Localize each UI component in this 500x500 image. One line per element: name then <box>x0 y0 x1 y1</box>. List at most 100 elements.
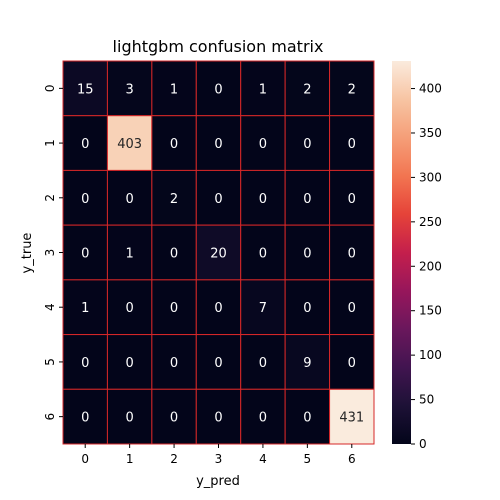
cell-value-label: 0 <box>348 247 356 262</box>
heatmap-cell <box>106 169 153 226</box>
heatmap-cell <box>329 224 375 281</box>
heatmap-cell <box>240 115 286 171</box>
cell-value-label: 0 <box>303 247 311 262</box>
heatmap-cell <box>240 169 286 226</box>
colorbar-tick-label: 0 <box>419 437 427 451</box>
heatmap-cell <box>151 60 197 117</box>
cell-value-label: 0 <box>81 192 89 207</box>
cell-value-label: 0 <box>214 356 222 371</box>
cell-value-label: 0 <box>170 137 178 152</box>
y-tick-label: 4 <box>43 303 57 311</box>
heatmap-cell <box>151 115 197 171</box>
cell-value-label: 0 <box>81 356 89 371</box>
cell-value-label: 1 <box>259 82 267 97</box>
cell-value-label: 0 <box>348 137 356 152</box>
heatmap-cell <box>329 334 375 390</box>
x-tick-label: 4 <box>259 452 267 466</box>
y-tick-label: 1 <box>43 139 57 147</box>
cell-value-label: 0 <box>81 137 89 152</box>
heatmap-cell <box>106 224 153 281</box>
heatmap-cell <box>284 169 331 226</box>
cell-value-label: 0 <box>259 192 267 207</box>
cell-value-label: 0 <box>348 356 356 371</box>
heatmap-cell <box>240 388 286 445</box>
heatmap-cell <box>62 279 108 336</box>
heatmap-cell <box>62 224 108 281</box>
colorbar-tick-label: 250 <box>419 215 442 229</box>
x-tick-label: 2 <box>170 452 178 466</box>
cell-value-label: 0 <box>170 356 178 371</box>
cell-value-label: 0 <box>303 192 311 207</box>
y-tick-label: 2 <box>43 194 57 202</box>
heatmap-cell <box>151 388 197 445</box>
cell-value-label: 0 <box>348 301 356 316</box>
cell-value-label: 0 <box>126 356 134 371</box>
cell-value-label: 0 <box>348 192 356 207</box>
cell-value-label: 0 <box>214 82 222 97</box>
y-tick-label: 3 <box>43 249 57 257</box>
heatmap-grid: 15 3 1 0 1 2 20 403 0 0 0 0 00 0 2 0 0 0 00 1 0 20 0 0 01 0 0 0 7 0 00… <box>62 60 375 445</box>
cell-value-label: 0 <box>303 137 311 152</box>
cell-value-label: 0 <box>214 301 222 316</box>
cell-value-label: 0 <box>214 137 222 152</box>
cell-value-label: 0 <box>81 411 89 426</box>
cell-value-label: 1 <box>170 82 178 97</box>
heatmap-cell <box>240 334 286 390</box>
heatmap-cell <box>195 334 242 390</box>
heatmap-cell <box>106 334 153 390</box>
x-tick-label: 6 <box>348 452 356 466</box>
cell-value-label: 0 <box>259 247 267 262</box>
cell-value-label: 0 <box>170 301 178 316</box>
cell-value-label: 2 <box>170 192 178 207</box>
cell-value-label: 431 <box>339 411 364 426</box>
x-tick-label: 1 <box>126 452 134 466</box>
colorbar-tick-label: 400 <box>419 82 442 96</box>
colorbar-tick-label: 100 <box>419 348 442 362</box>
y-tick-label: 5 <box>43 358 57 366</box>
cell-value-label: 1 <box>126 247 134 262</box>
heatmap-cell <box>151 279 197 336</box>
cell-value-label: 2 <box>348 82 356 97</box>
cell-value-label: 0 <box>303 301 311 316</box>
cell-value-label: 1 <box>81 301 89 316</box>
cell-value-label: 0 <box>259 411 267 426</box>
cell-value-label: 0 <box>81 247 89 262</box>
cell-value-label: 7 <box>259 301 267 316</box>
y-tick-label: 6 <box>43 413 57 421</box>
cell-value-label: 0 <box>126 192 134 207</box>
cell-value-label: 0 <box>214 411 222 426</box>
heatmap-cell <box>329 115 375 171</box>
cell-value-label: 9 <box>303 356 311 371</box>
colorbar: 0 50 100 150 200 250 300 350 400 <box>392 61 442 451</box>
cell-value-label: 403 <box>117 137 142 152</box>
heatmap-cell <box>195 388 242 445</box>
cell-value-label: 0 <box>170 411 178 426</box>
y-axis-ticks: 0 1 2 3 4 5 6 <box>43 85 63 421</box>
colorbar-tick-label: 150 <box>419 304 442 318</box>
x-tick-label: 3 <box>215 452 223 466</box>
cell-value-label: 20 <box>210 247 227 262</box>
heatmap-cell <box>284 224 331 281</box>
x-axis-ticks: 0 1 2 3 4 5 6 <box>81 444 356 466</box>
heatmap-cell <box>106 60 153 117</box>
colorbar-tick-label: 200 <box>419 259 442 273</box>
cell-value-label: 0 <box>126 411 134 426</box>
cell-value-label: 0 <box>170 247 178 262</box>
cell-value-label: 0 <box>259 137 267 152</box>
cell-value-label: 15 <box>77 82 94 97</box>
colorbar-gradient <box>392 61 411 444</box>
heatmap-cell <box>284 60 331 117</box>
cell-value-label: 0 <box>259 356 267 371</box>
colorbar-tick-label: 50 <box>419 393 434 407</box>
x-axis-label: y_pred <box>196 474 240 489</box>
cell-value-label: 3 <box>126 82 134 97</box>
y-tick-label: 0 <box>43 85 57 93</box>
heatmap-cell <box>62 388 108 445</box>
x-tick-label: 5 <box>304 452 312 466</box>
cell-value-label: 0 <box>126 301 134 316</box>
x-tick-label: 0 <box>81 452 89 466</box>
heatmap-cell <box>151 169 197 226</box>
heatmap-cell <box>329 388 375 445</box>
heatmap-cell <box>284 388 331 445</box>
